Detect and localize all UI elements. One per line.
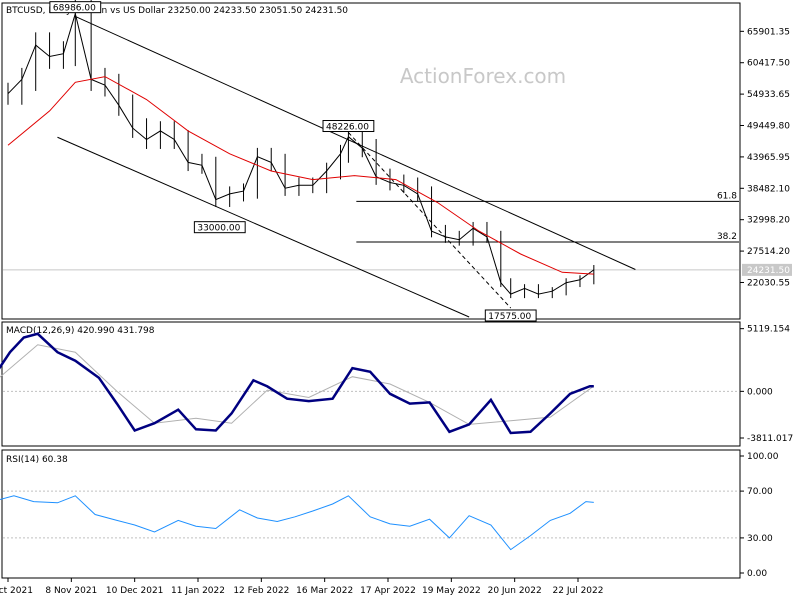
price-y-tick-label: 43965.95 — [747, 153, 790, 163]
price-low-label-box — [484, 309, 537, 322]
macd-y-tick-label: 5119.154 — [747, 325, 790, 335]
x-tick-label: 20 Jun 2022 — [488, 586, 542, 596]
rsi-y-tick-label: 0.00 — [747, 569, 767, 579]
swing-dashed-line — [348, 132, 512, 309]
macd-pane-title: MACD(12,26,9) 420.990 431.798 — [6, 326, 155, 336]
rsi-pane-frame — [1, 449, 741, 579]
price-high-label: 68986.00 — [53, 4, 96, 14]
x-tick-label: 17 Apr 2022 — [360, 586, 416, 596]
x-tick-label: 19 May 2022 — [422, 586, 481, 596]
price-y-tick-label: 65901.35 — [747, 27, 790, 37]
rsi-y-tick-label: 100.00 — [747, 452, 779, 462]
price-low-label: 33000.00 — [197, 224, 240, 234]
price-y-tick-label: 27514.20 — [747, 247, 790, 257]
price-y-tick-label: 49449.80 — [747, 122, 790, 132]
macd-y-tick-label: 0.000 — [747, 387, 773, 397]
macd-pane-frame — [1, 321, 741, 447]
price-high-label-box — [322, 120, 375, 133]
price-y-tick-label: 60417.50 — [747, 59, 790, 69]
x-tick-label: 12 Feb 2022 — [233, 586, 289, 596]
price-pane-title: BTCUSD, Daily: Bitcoin vs US Dollar 2325… — [6, 6, 348, 16]
x-tick-label: 11 Jan 2022 — [171, 586, 225, 596]
price-line — [7, 11, 595, 295]
rsi-y-tick-label: 30.00 — [747, 534, 773, 544]
moving-average-line — [7, 76, 594, 275]
rsi-line — [0, 495, 594, 551]
x-tick-label: 22 Jul 2022 — [553, 586, 604, 596]
price-pane-frame — [1, 2, 741, 320]
rsi-y-tick-label: 70.00 — [747, 487, 773, 497]
fib-level-label: 61.8 — [717, 191, 737, 201]
price-pane: 61.8 38.2 68986.00 48226.00 33000.00 17575.00 — [3, 0, 739, 322]
fib-level-label: 38.2 — [717, 232, 737, 242]
x-tick-label: 7 Oct 2021 — [0, 586, 33, 596]
axes: 65901.35 60417.50 54933.65 49449.80 43965.95… — [0, 27, 793, 596]
price-low-label-box — [193, 221, 246, 234]
rsi-pane-title: RSI(14) 60.38 — [6, 455, 68, 465]
price-high-label-box — [49, 1, 102, 14]
trend-channel-lower — [57, 136, 470, 318]
price-low-label: 17575.00 — [488, 312, 531, 322]
last-price-label: 24231.50 — [747, 266, 790, 276]
x-tick-label: 16 Mar 2022 — [296, 586, 353, 596]
watermark-text: ActionForex.com — [400, 64, 566, 88]
last-price-box — [742, 263, 792, 276]
macd-y-tick-label: -3811.017 — [747, 434, 793, 444]
macd-signal-line — [0, 344, 595, 425]
macd-line — [0, 332, 594, 435]
x-tick-label: 10 Dec 2021 — [106, 586, 164, 596]
x-tick-label: 8 Nov 2021 — [45, 586, 97, 596]
price-high-label: 48226.00 — [326, 123, 369, 133]
price-y-tick-label: 32998.20 — [747, 216, 790, 226]
price-y-tick-label: 54933.65 — [747, 90, 790, 100]
rsi-pane — [0, 490, 739, 551]
price-y-tick-label: 22030.55 — [747, 278, 790, 288]
macd-pane — [0, 332, 739, 435]
price-y-tick-label: 38482.10 — [747, 184, 790, 194]
